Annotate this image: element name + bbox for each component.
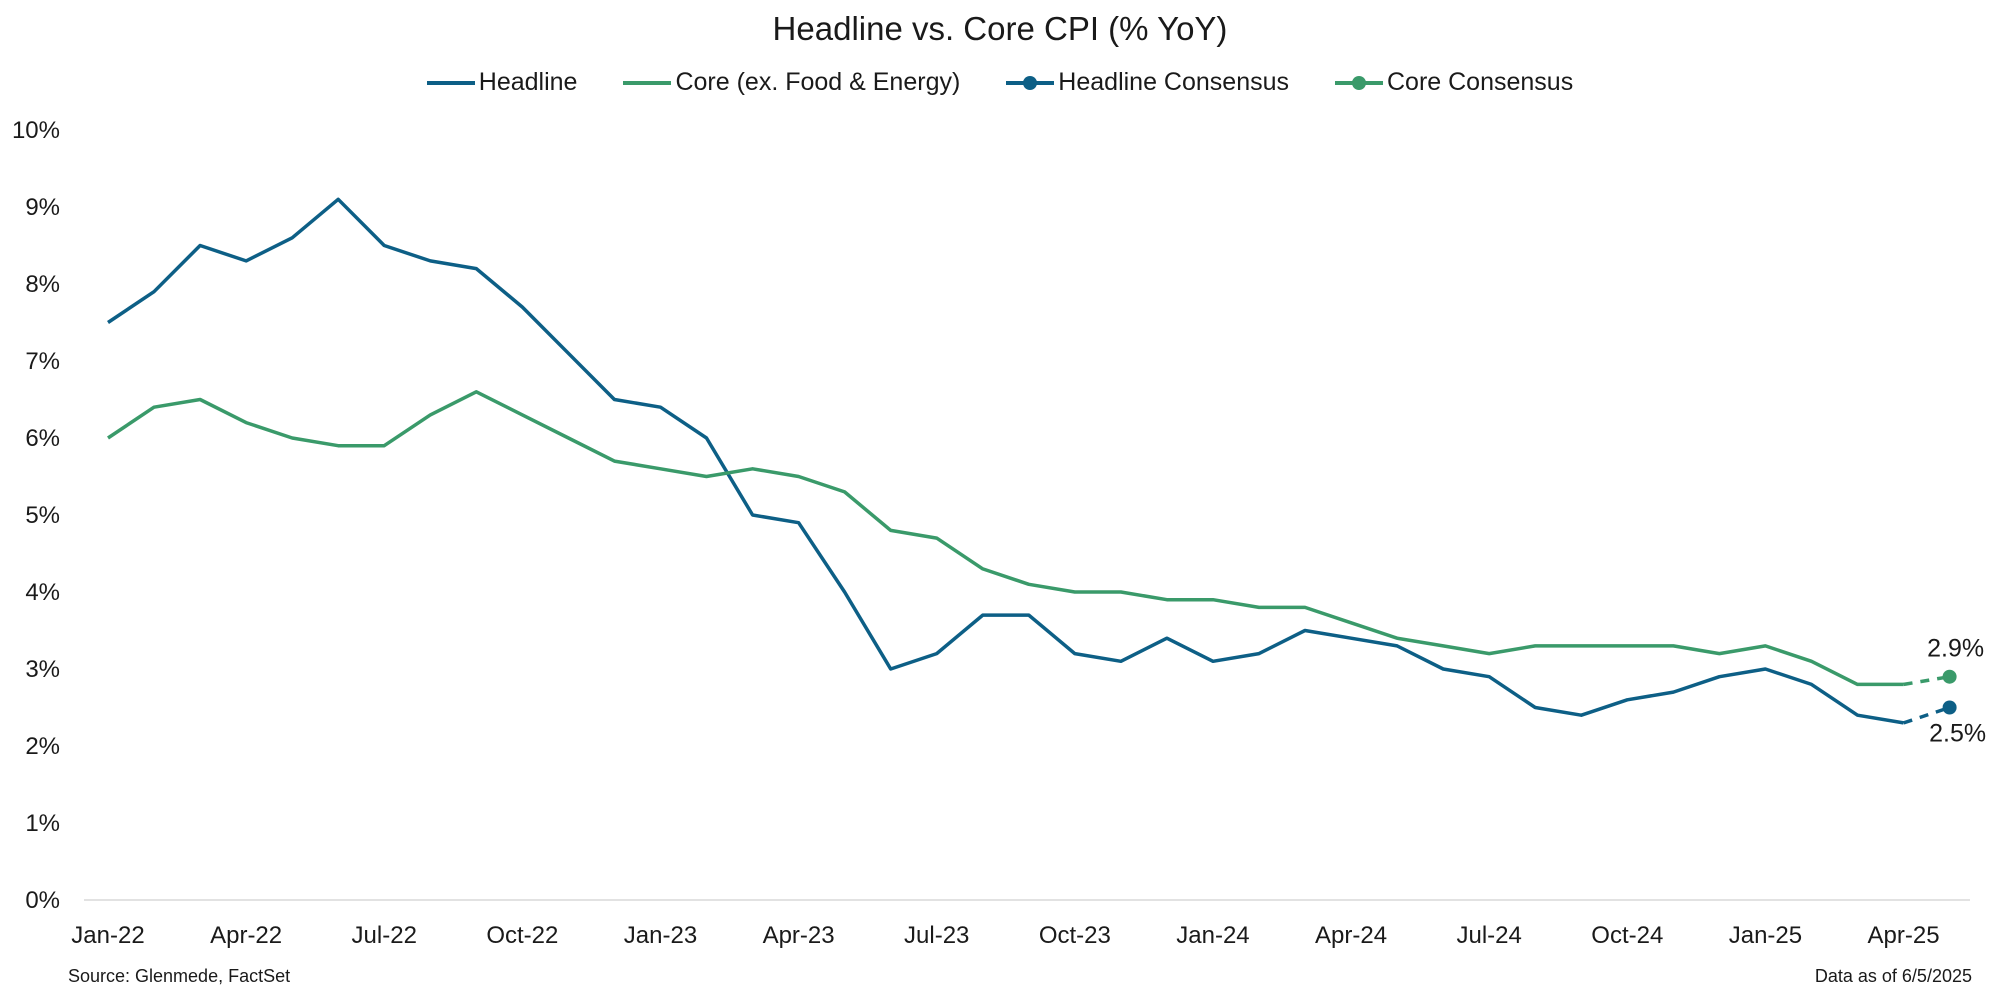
chart-title: Headline vs. Core CPI (% YoY)	[772, 10, 1228, 47]
x-tick-label: Oct-23	[1039, 922, 1111, 949]
source-note: Source: Glenmede, FactSet	[68, 966, 291, 986]
legend-swatch-core-consensus	[1335, 75, 1383, 90]
series-line-core-ex-food-energy	[107, 390, 1904, 687]
x-tick-label: Oct-22	[486, 922, 558, 949]
legend-item-core[interactable]: Core (ex. Food & Energy)	[623, 68, 960, 97]
y-tick-label: 8%	[25, 271, 60, 298]
y-tick-label: 0%	[25, 887, 60, 914]
x-tick-label: Jan-23	[624, 922, 697, 949]
x-tick-label: Jul-22	[352, 922, 417, 949]
x-tick-label: Jan-22	[71, 922, 144, 949]
legend-label-headline-consensus: Headline Consensus	[1058, 68, 1289, 96]
legend: Headline Core (ex. Food & Energy) Headli…	[0, 68, 2000, 97]
y-tick-label: 7%	[25, 348, 60, 375]
legend-label-core-consensus: Core Consensus	[1387, 68, 1574, 96]
x-tick-label: Oct-24	[1591, 922, 1663, 949]
y-tick-label: 9%	[25, 194, 60, 221]
y-tick-label: 6%	[25, 425, 60, 452]
data-point-core-consensus	[1942, 669, 1957, 684]
data-label-core-consensus: 2.9%	[1927, 635, 1984, 663]
x-tick-label: Apr-24	[1315, 922, 1387, 949]
series-line-headline-consensus	[1903, 705, 1951, 725]
y-tick-label: 1%	[25, 810, 60, 837]
x-tick-label: Apr-22	[210, 922, 282, 949]
legend-label-headline: Headline	[478, 68, 578, 96]
legend-label-core: Core (ex. Food & Energy)	[675, 68, 961, 96]
legend-swatch-headline-consensus	[1006, 75, 1055, 90]
y-tick-label: 2%	[25, 733, 60, 760]
x-tick-label: Jan-24	[1176, 922, 1249, 949]
series-line-headline	[107, 197, 1904, 725]
legend-item-headline-consensus[interactable]: Headline Consensus	[1006, 68, 1289, 97]
x-tick-label: Apr-25	[1868, 922, 1940, 949]
y-tick-label: 10%	[12, 117, 60, 144]
legend-item-core-consensus[interactable]: Core Consensus	[1335, 68, 1573, 97]
x-tick-label: Jul-24	[1457, 922, 1522, 949]
legend-swatch-core	[623, 80, 672, 85]
x-tick-label: Jan-25	[1729, 922, 1802, 949]
y-tick-label: 3%	[25, 656, 60, 683]
x-tick-label: Apr-23	[763, 922, 835, 949]
legend-item-headline[interactable]: Headline	[426, 68, 578, 97]
series-line-core-consensus	[1903, 674, 1950, 687]
legend-swatch-headline	[426, 80, 475, 85]
data-label-headline-consensus: 2.5%	[1929, 720, 1986, 748]
y-tick-label: 5%	[25, 502, 60, 529]
x-tick-label: Jul-23	[904, 922, 969, 949]
data-point-headline-consensus	[1942, 700, 1957, 715]
data-as-of-note: Data as of 6/5/2025	[1814, 966, 1972, 986]
y-tick-label: 4%	[25, 579, 60, 606]
